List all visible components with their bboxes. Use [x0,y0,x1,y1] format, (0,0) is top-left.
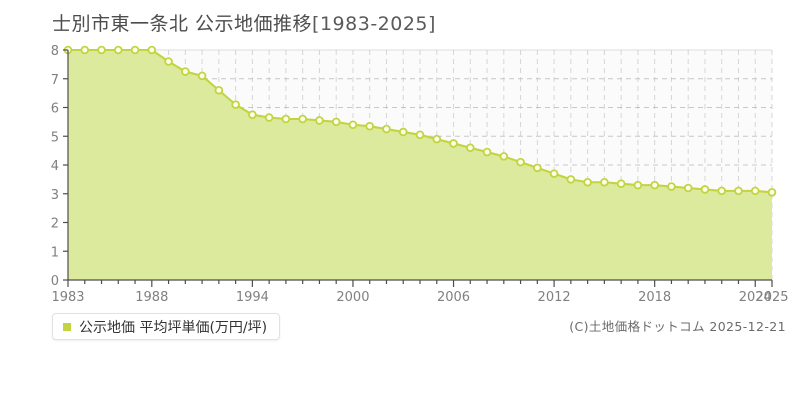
svg-text:2006: 2006 [437,290,470,305]
chart-legend[interactable]: 公示地価 平均坪単価(万円/坪) [52,313,281,340]
data-point-markers [63,45,777,197]
svg-text:2025: 2025 [755,290,788,305]
area-fill [68,50,772,280]
title-place: 士別市東一条北 公示地価推移 [52,13,313,35]
svg-text:6: 6 [51,102,59,117]
svg-text:2012: 2012 [538,290,571,305]
page-title: 士別市東一条北 公示地価推移[1983-2025] [52,9,436,36]
svg-text:3: 3 [51,188,59,203]
title-range: [1983-2025] [312,13,436,35]
legend-label: 公示地価 平均坪単価(万円/坪) [79,319,268,336]
svg-text:2000: 2000 [336,290,369,305]
svg-text:8: 8 [51,44,59,59]
legend-color-swatch [63,322,71,331]
svg-text:1: 1 [51,245,59,260]
svg-text:2: 2 [51,217,59,232]
svg-text:1983: 1983 [51,290,84,305]
svg-text:4: 4 [51,159,59,174]
svg-text:2018: 2018 [638,290,671,305]
svg-text:1994: 1994 [236,290,269,305]
svg-text:7: 7 [51,73,59,88]
y-axis-tick-labels: 0 1 2 3 4 5 6 7 8 [51,44,68,289]
svg-text:0: 0 [51,274,59,289]
svg-text:5: 5 [51,130,59,145]
svg-text:2024: 2024 [739,290,772,305]
copyright-credit: (C)土地価格ドットコム 2025-12-21 [569,319,786,334]
svg-text:1988: 1988 [135,290,168,305]
